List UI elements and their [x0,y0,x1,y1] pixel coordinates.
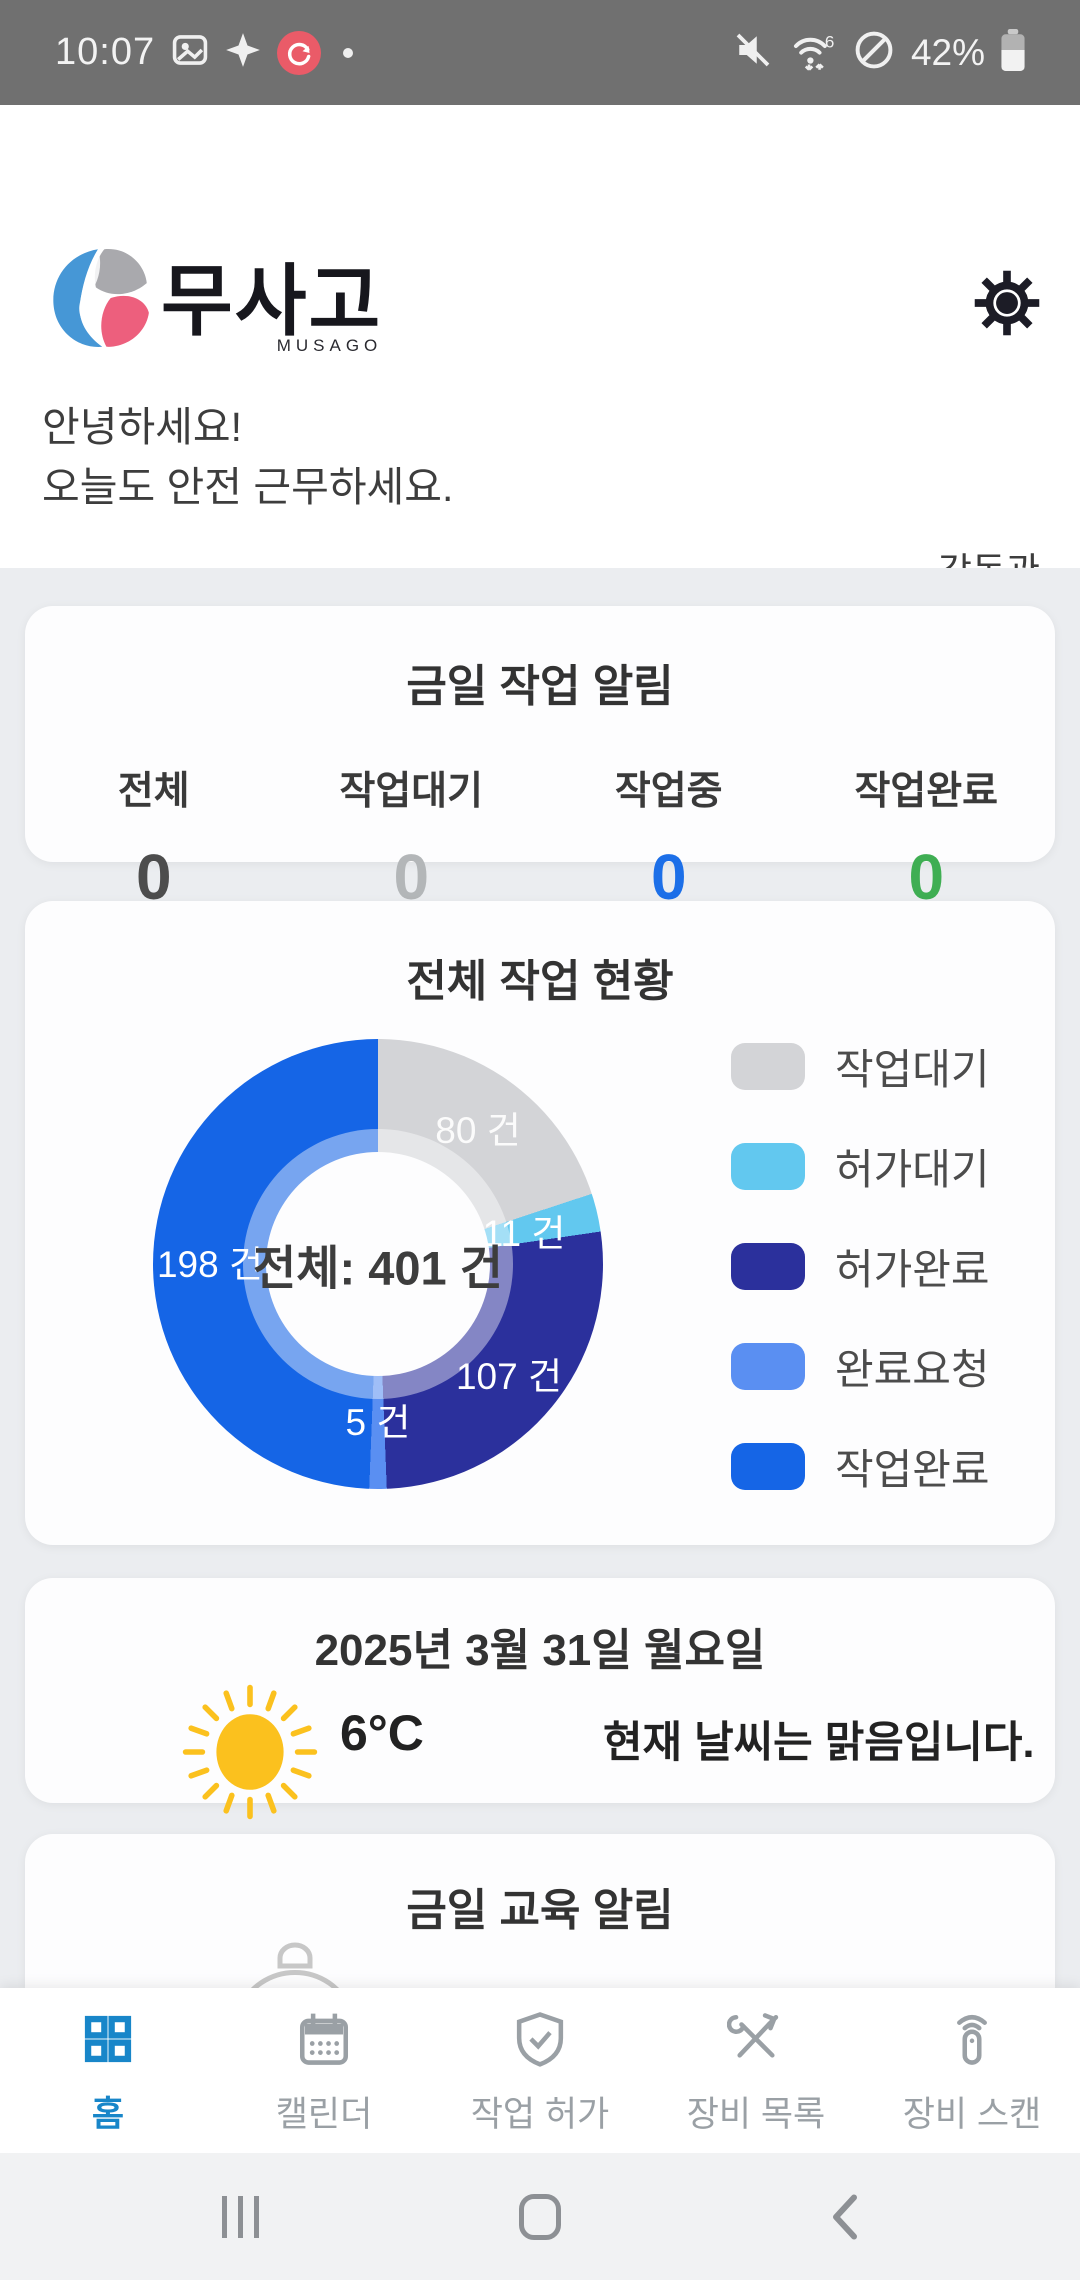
greeting: 안녕하세요! 오늘도 안전 근무하세요. [42,397,453,518]
stat-total: 전체 0 [117,770,190,913]
gear-icon [974,270,1040,336]
dashboard-content: 금일 작업 알림 전체 0 작업대기 0 작업중 0 작업완료 0 전체 작업 … [0,568,1080,1988]
greeting-line1: 안녕하세요! [42,404,242,450]
work-status-card-title: 전체 작업 현황 [406,957,674,1006]
legend-item: 작업대기 [731,1043,990,1093]
android-nav-bar [0,2153,1080,2280]
recents-icon[interactable] [180,2153,300,2280]
red-circle-badge [277,30,322,75]
sun-icon [180,1682,320,1827]
battery-icon [1001,29,1025,76]
stat-in-progress: 작업중 0 [614,770,723,913]
legend-swatch [731,1343,805,1390]
back-icon[interactable] [785,2153,905,2280]
shield-check-icon [511,2006,569,2072]
legend-swatch [731,1043,805,1090]
today-work-card: 금일 작업 알림 전체 0 작업대기 0 작업중 0 작업완료 0 [25,606,1055,913]
chart-legend: 작업대기 허가대기 허가완료 완료요청 작업완료 [731,1043,990,1543]
logo-mark-icon [45,245,151,356]
legend-item: 허가완료 [731,1243,990,1293]
donut-label-waiting: 80 건 [435,1110,521,1151]
donut-label-permit-done: 107 건 [455,1356,563,1397]
clock: 10:07 [55,31,156,73]
today-work-card-title: 금일 작업 알림 [406,662,674,711]
weather-row: 6°C 현재 날씨는 맑음입니다. [25,1674,1055,1820]
donut-chart: 80 건 11 건 107 건 5 건 198 건 전체: 401 건 [153,1039,603,1489]
battery-percent: 42% [910,31,985,73]
nav-item-calendar[interactable]: 캘린더 [216,1988,432,2153]
legend-item: 허가대기 [731,1143,990,1193]
sparkle-icon [225,32,261,73]
nav-item-work-permit[interactable]: 작업 허가 [432,1988,648,2153]
donut-label-work-done: 198 건 [156,1244,264,1285]
mute-icon [733,30,773,75]
nav-item-home[interactable]: 홈 [0,1988,216,2153]
logo-korean-text: 무사고 [161,256,383,345]
dnd-icon [853,29,895,76]
nav-item-equipment-list[interactable]: 장비 목록 [648,1988,864,2153]
svg-text:6: 6 [825,32,834,51]
temperature: 6°C [340,1705,424,1761]
home-icon[interactable] [480,2153,600,2280]
legend-swatch [731,1243,805,1290]
donut-hole [266,1152,490,1376]
stats-row: 전체 0 작업대기 0 작업중 0 작업완료 0 [25,760,1055,914]
status-bar: 10:07 6 42% [0,0,1080,105]
date-weather-card: 2025년 3월 31일 월요일 6°C [25,1578,1055,1820]
legend-swatch [731,1443,805,1490]
app-header: 무사고 MUSAGO 안녕하세요! 오늘도 안전 근무하세요. 대시보드 감 [0,105,1080,671]
stat-completed: 작업완료 0 [854,770,999,913]
legend-swatch [731,1143,805,1190]
stat-waiting: 작업대기 0 [339,770,484,913]
calendar-icon [295,2006,353,2072]
bottom-nav: 홈 캘린더 작업 허가 [0,1988,1080,2153]
work-status-card: 전체 작업 현황 80 건 11 건 107 건 5 건 198 건 전체: 4… [25,901,1055,1545]
hard-hat-icon [195,1930,395,1988]
app-logo: 무사고 MUSAGO [45,245,382,356]
donut-label-permit-wait: 11 건 [482,1213,566,1254]
notification-dot [343,47,354,58]
legend-item: 완료요청 [731,1343,990,1393]
education-card-title: 금일 교육 알림 [406,1886,674,1935]
legend-item: 작업완료 [731,1443,990,1493]
nav-item-equipment-scan[interactable]: 장비 스캔 [864,1988,1080,2153]
donut-center-total: 전체: 401 건 [253,1241,503,1295]
logo-latin-text: MUSAGO [276,336,383,355]
date-title: 2025년 3월 31일 월요일 [314,1626,766,1675]
education-card: 금일 교육 알림 [25,1834,1055,1988]
weather-condition: 현재 날씨는 맑음입니다. [603,1719,1035,1767]
donut-label-complete-req: 5 건 [345,1402,411,1443]
wifi-6-icon: 6 [789,29,837,76]
grid-icon [79,2006,137,2072]
gallery-icon [171,31,209,74]
tools-icon [727,2006,785,2072]
scanner-icon [943,2006,1001,2072]
settings-button[interactable] [969,265,1045,341]
greeting-line2: 오늘도 안전 근무하세요. [42,464,454,511]
